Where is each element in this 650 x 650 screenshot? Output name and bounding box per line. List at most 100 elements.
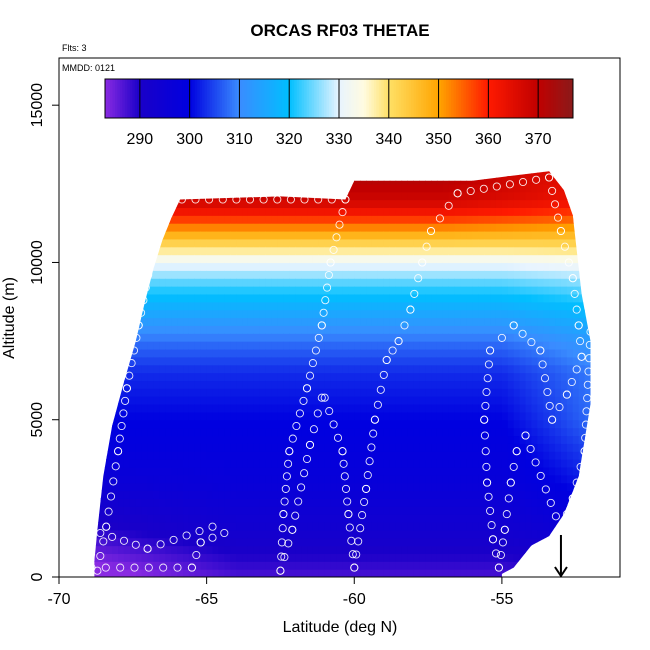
colorbar-cell [224, 79, 228, 118]
heatmap-cell [490, 443, 497, 452]
heatmap-cell [153, 388, 160, 397]
heatmap-cell [566, 419, 574, 429]
heatmap-cell [549, 317, 556, 326]
heatmap-cell [183, 545, 190, 555]
heatmap-cell [507, 341, 515, 350]
heatmap-cell [277, 482, 284, 492]
heatmap-cell [177, 333, 184, 342]
heatmap-cell [389, 191, 397, 201]
heatmap-cell [377, 459, 385, 468]
heatmap-cell [342, 278, 349, 287]
heatmap-cell [147, 459, 155, 468]
heatmap-cell [354, 427, 361, 437]
heatmap-cell [230, 561, 237, 570]
track-point [144, 270, 153, 280]
heatmap-cell [307, 293, 314, 303]
heatmap-cell [342, 262, 349, 271]
heatmap-cell [159, 246, 166, 256]
heatmap-cell [330, 521, 338, 531]
heatmap-cell [123, 411, 131, 421]
heatmap-cell [572, 514, 580, 523]
heatmap-cell [118, 246, 125, 256]
heatmap-cell [371, 490, 379, 499]
heatmap-cell [531, 561, 538, 570]
heatmap-cell [159, 451, 166, 460]
heatmap-cell [419, 514, 426, 523]
heatmap-cell [389, 262, 397, 271]
heatmap-cell [188, 333, 196, 342]
heatmap-cell [525, 561, 533, 570]
heatmap-cell [448, 286, 456, 295]
heatmap-cell [135, 474, 143, 484]
heatmap-cell [165, 317, 172, 326]
heatmap-cell [330, 270, 338, 279]
track-point [582, 407, 591, 416]
heatmap-cell [171, 411, 178, 421]
heatmap-cell [354, 514, 361, 523]
heatmap-cell [360, 175, 367, 185]
heatmap-cell [537, 419, 544, 429]
heatmap-cell [572, 451, 580, 460]
track-point [317, 321, 326, 330]
heatmap-cell [183, 498, 190, 507]
heatmap-cell [531, 364, 538, 374]
track-point [143, 544, 152, 553]
heatmap-cell [141, 246, 149, 256]
heatmap-cell [307, 466, 314, 476]
colorbar-cell [413, 79, 417, 118]
heatmap-cell [188, 246, 196, 256]
heatmap-cell [389, 301, 397, 311]
heatmap-cell [165, 396, 172, 405]
heatmap-cell [271, 466, 279, 476]
colorbar-cell [286, 79, 290, 118]
colorbar-cell [525, 79, 529, 118]
heatmap-cell [324, 482, 332, 492]
heatmap-cell [230, 215, 237, 224]
colorbar-cell [316, 79, 320, 118]
heatmap-cell [472, 364, 479, 374]
heatmap-cell [383, 246, 391, 256]
heatmap-cell [454, 553, 462, 562]
heatmap-cell [289, 474, 296, 484]
heatmap-cell [525, 380, 533, 389]
colorbar-cell [284, 79, 288, 118]
heatmap-cell [188, 427, 196, 437]
heatmap-cell [466, 364, 473, 374]
heatmap-cell [129, 521, 137, 531]
heatmap-cell [230, 356, 237, 366]
heatmap-cell [236, 215, 243, 224]
heatmap-cell [501, 356, 509, 366]
heatmap-cell [94, 333, 96, 342]
heatmap-cell [543, 561, 550, 570]
heatmap-cell [442, 372, 450, 382]
heatmap-cell [224, 419, 231, 429]
heatmap-cell [259, 443, 267, 452]
heatmap-cell [584, 348, 591, 358]
heatmap-cell [478, 537, 485, 547]
heatmap-cell [277, 443, 284, 452]
heatmap-cell [454, 171, 462, 177]
heatmap-cell [307, 396, 314, 405]
heatmap-cell [549, 482, 556, 492]
heatmap-cell [153, 537, 160, 547]
heatmap-cell [371, 223, 379, 232]
heatmap-cell [584, 545, 591, 555]
heatmap-cell [177, 427, 184, 437]
heatmap-cell [147, 514, 155, 523]
track-point [278, 524, 287, 533]
heatmap-cell [531, 490, 538, 499]
heatmap-cell [129, 459, 137, 468]
heatmap-cell [324, 317, 332, 326]
track-point [556, 525, 565, 534]
colorbar-cell [132, 79, 136, 118]
heatmap-cell [94, 537, 101, 547]
heatmap-cell [566, 348, 574, 358]
heatmap-cell [236, 301, 243, 311]
heatmap-cell [590, 246, 591, 256]
heatmap-cell [165, 553, 172, 562]
heatmap-cell [572, 293, 580, 303]
heatmap-cell [230, 348, 237, 358]
heatmap-cell [513, 372, 521, 382]
heatmap-cell [307, 348, 314, 358]
heatmap-cell [94, 270, 96, 279]
